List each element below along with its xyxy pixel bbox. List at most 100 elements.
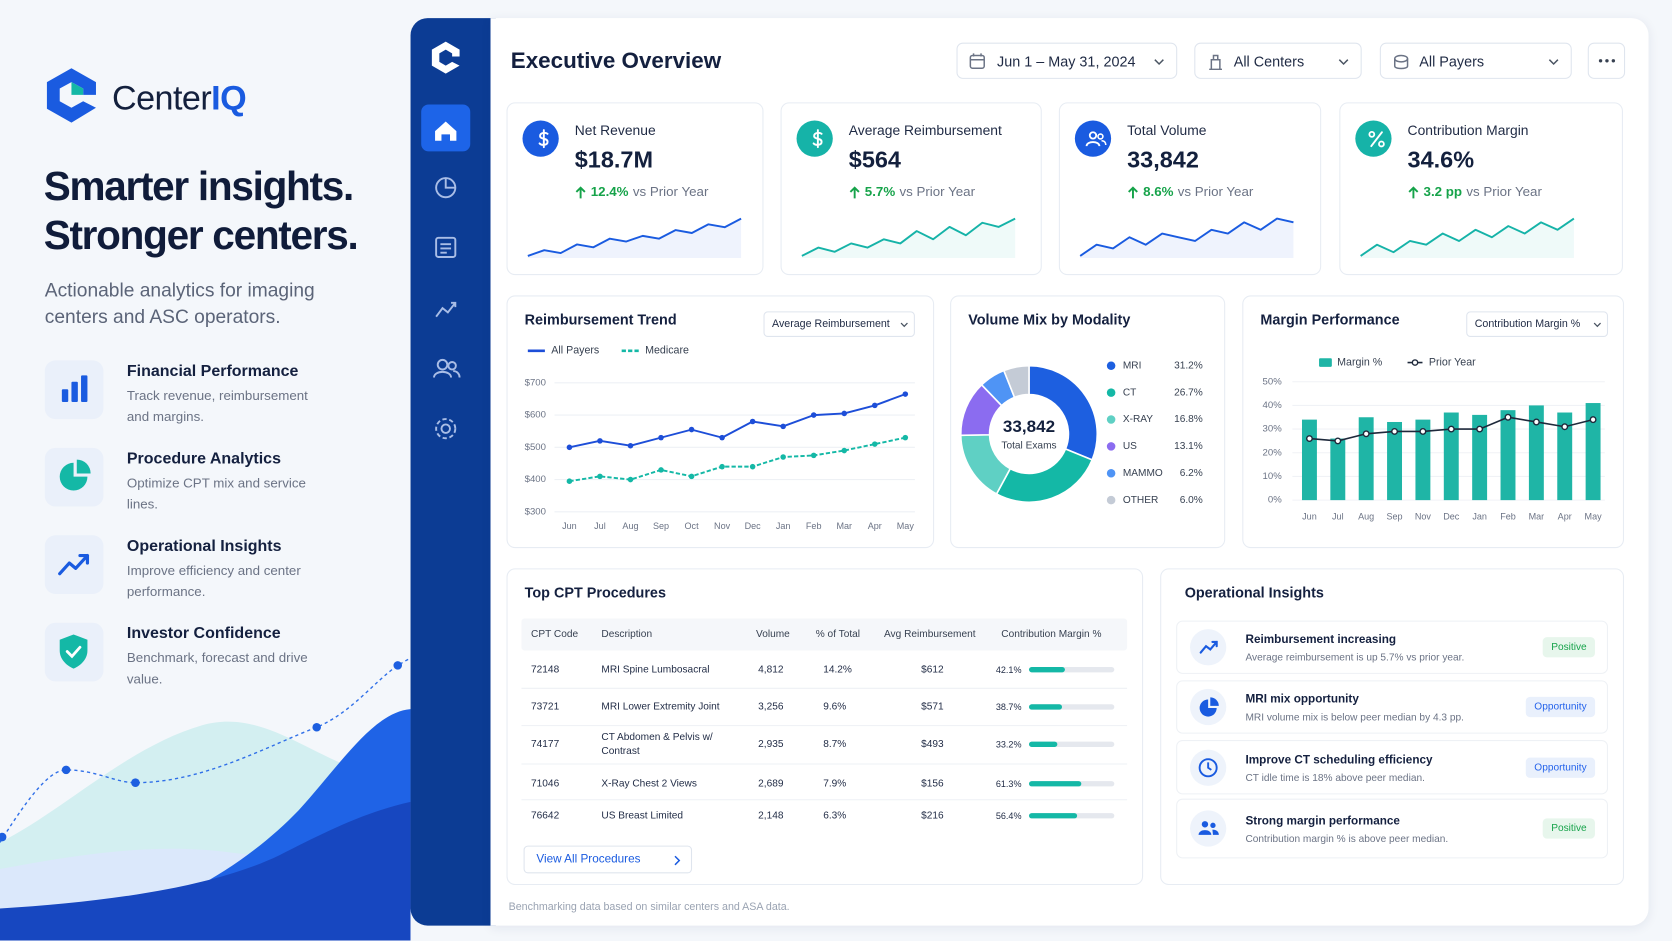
table-cell: 7.9%	[823, 777, 847, 790]
table-cell: 38.7%	[995, 701, 1022, 713]
filter-dropdown[interactable]	[1379, 42, 1572, 79]
feature-description: Benchmark, forecast and drive value.	[126, 650, 308, 687]
icon	[1198, 821, 1219, 835]
insight-title: MRI mix opportunity	[1245, 693, 1359, 706]
feature-title: Operational Insights	[126, 536, 282, 556]
table-title: Top CPT Procedures	[524, 584, 666, 601]
feature-icon	[44, 622, 104, 682]
kpi-icon	[522, 120, 559, 157]
icon	[1593, 322, 1602, 328]
filter-label: Jun 1 – May 31, 2024	[997, 53, 1136, 70]
table-cell: 3,256	[758, 701, 784, 713]
chart-title: Reimbursement Trend	[524, 311, 677, 328]
footnote: Benchmarking data based on similar cente…	[508, 901, 790, 914]
up-arrow	[1127, 185, 1139, 199]
icon	[1598, 59, 1616, 63]
brand-name: Center	[111, 78, 212, 117]
nav-reports[interactable]	[435, 177, 457, 199]
filter-label: All Payers	[1419, 53, 1485, 70]
insight-description: Average reimbursement is up 5.7% vs prio…	[1245, 652, 1465, 664]
icon	[812, 129, 823, 149]
headline: Smarter insights.	[43, 164, 355, 210]
nav-table[interactable]	[435, 236, 457, 258]
column-header: CPT Code	[531, 628, 579, 641]
more-button[interactable]	[1587, 42, 1626, 79]
insight-title: Reimbursement increasing	[1245, 633, 1397, 647]
insight-description: CT idle time is 18% above peer median.	[1245, 772, 1425, 784]
table-cell: 72148	[531, 663, 560, 676]
filter-dropdown[interactable]	[956, 42, 1178, 79]
up-arrow	[1408, 185, 1420, 199]
kpi-value: 33,842	[1127, 146, 1199, 173]
icon	[575, 185, 586, 198]
table-cell: 61.3%	[995, 778, 1022, 790]
table-card	[506, 568, 1144, 886]
table-cell: US Breast Limited	[601, 809, 684, 822]
kpi-change-value: 3.2 pp	[1423, 184, 1463, 200]
column-header: Description	[601, 628, 653, 641]
kpi-change-value: 8.6%	[1143, 184, 1174, 200]
insight-title: Strong margin performance	[1245, 814, 1400, 828]
filter-label: All Centers	[1233, 53, 1305, 70]
insight-title: Improve CT scheduling efficiency	[1245, 753, 1433, 767]
icon	[1368, 130, 1385, 148]
icon	[538, 129, 549, 149]
insight-description: Contribution margin % is above peer medi…	[1245, 833, 1449, 846]
kpi-icon	[1074, 120, 1112, 157]
nav-trends[interactable]	[435, 301, 457, 318]
insight-icon	[1190, 749, 1227, 786]
chart-selector[interactable]	[763, 311, 915, 337]
icon	[849, 185, 860, 198]
kpi-label: Total Volume	[1127, 122, 1207, 139]
kpi-icon	[1355, 120, 1392, 157]
table-cell: 76642	[531, 809, 560, 822]
nav-users[interactable]	[433, 358, 461, 378]
kpi-value: $18.7M	[574, 146, 654, 173]
selector-label: Contribution Margin %	[1474, 318, 1581, 331]
table-cell: $571	[921, 701, 944, 713]
insight-row	[1176, 740, 1609, 795]
sidebar-icons	[421, 41, 471, 440]
feature-title: Investor Confidence	[126, 624, 281, 643]
selector-label: Average Reimbursement	[772, 318, 890, 331]
insight-row	[1176, 798, 1609, 859]
table-cell: 8.7%	[823, 738, 847, 751]
icon	[674, 855, 681, 866]
kpi-label: Net Revenue	[574, 122, 656, 139]
feature-description: Track revenue, reimbursement and margins…	[126, 388, 308, 425]
table-cell: 74177	[531, 738, 560, 751]
feature-description: Improve efficiency and center performanc…	[126, 563, 301, 600]
icon	[1209, 54, 1349, 71]
table-cell: 2,689	[758, 777, 784, 790]
feature-icon	[44, 447, 104, 507]
table-cell: 56.4%	[995, 810, 1022, 822]
table-cell: 71046	[531, 777, 560, 790]
status-badge: Opportunity	[1525, 696, 1596, 718]
icon	[1394, 54, 1559, 70]
chart-selector[interactable]	[1466, 311, 1609, 337]
table-cell: 14.2%	[823, 663, 852, 676]
tagline: Actionable analytics for imaging centers…	[44, 279, 315, 328]
nav-settings[interactable]	[435, 418, 457, 440]
icon	[59, 634, 88, 669]
insight-icon	[1190, 810, 1227, 847]
icon	[900, 322, 908, 328]
view-all-button[interactable]	[523, 845, 693, 874]
table-cell: $493	[921, 738, 944, 751]
kpi-comparison: vs Prior Year	[632, 184, 709, 200]
brand: CenterIQ	[111, 78, 247, 117]
filter-dropdown[interactable]	[1194, 42, 1362, 79]
button-label: View All Procedures	[536, 853, 641, 866]
table-cell: 73721	[531, 701, 560, 713]
chart-title: Margin Performance	[1260, 311, 1400, 328]
icon	[1198, 757, 1218, 777]
kpi-comparison: vs Prior Year	[1466, 184, 1542, 200]
icon	[1408, 185, 1419, 198]
table-cell: 2,148	[758, 809, 784, 822]
insight-description: MRI volume mix is below peer median by 4…	[1245, 711, 1464, 724]
kpi-change: 5.7% vs Prior Year	[849, 184, 975, 199]
table-cell: 4,812	[758, 663, 784, 676]
column-header: % of Total	[815, 628, 861, 641]
icon	[1199, 640, 1218, 654]
chart-card	[950, 295, 1226, 549]
